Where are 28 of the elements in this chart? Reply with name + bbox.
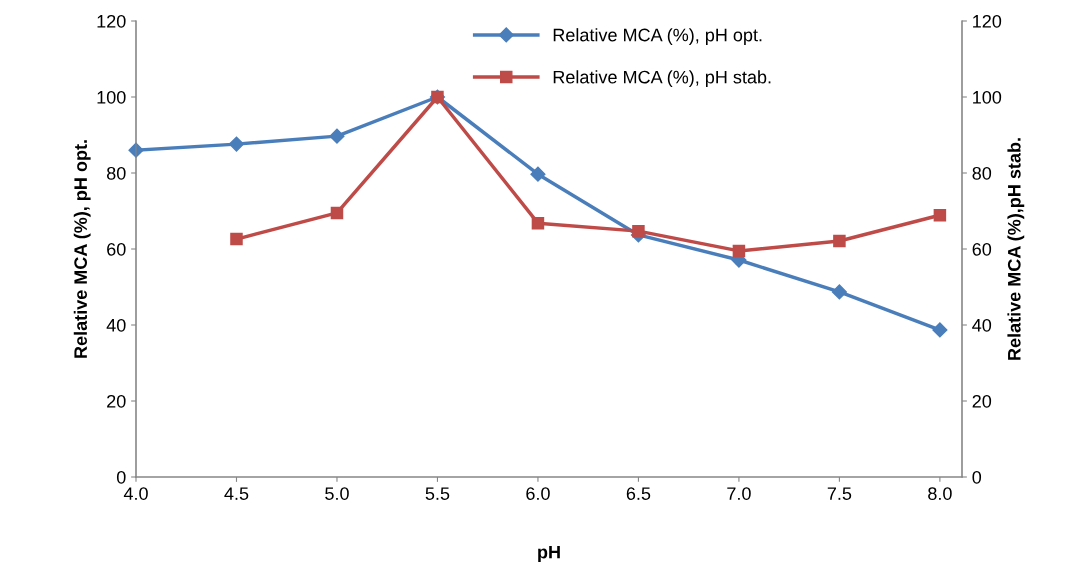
y2-tick-label: 0 [972, 470, 982, 484]
x-tick-label: 4.5 [224, 487, 249, 500]
y2-tick-label: 20 [972, 394, 992, 408]
x-tick-label: 5.5 [425, 487, 450, 500]
x-tick-label: 6.5 [626, 487, 651, 500]
y-tick-label: 120 [97, 14, 126, 28]
x-tick-label: 7.0 [727, 487, 751, 500]
x-tick-label: 6.0 [526, 487, 550, 500]
y2-tick-label: 40 [972, 318, 992, 332]
y-tick-label: 0 [116, 470, 126, 484]
legend-label: Relative MCA (%), pH stab. [553, 70, 771, 88]
legend-label: Relative MCA (%), pH opt. [553, 28, 762, 45]
y2-tick-label: 100 [973, 90, 1002, 104]
y2-tick-label: 120 [973, 14, 1002, 28]
x-tick-label: 8.0 [928, 487, 952, 500]
x-tick-label: 4.0 [123, 487, 148, 500]
x-axis-title: pH [538, 545, 560, 563]
y-tick-label: 40 [106, 318, 126, 332]
y2-tick-label: 60 [972, 242, 992, 256]
x-tick-label: 5.0 [325, 487, 349, 500]
y2-axis-title: Relative MCA (%),pH stab. [1007, 138, 1025, 360]
y-tick-label: 60 [107, 242, 126, 256]
y-axis-title: Relative MCA (%), pH opt. [73, 140, 91, 358]
x-tick-label: 7.5 [827, 487, 852, 500]
y-tick-label: 20 [107, 394, 126, 408]
y2-tick-label: 80 [972, 166, 992, 180]
y-tick-label: 80 [106, 166, 126, 180]
y-tick-label: 100 [97, 90, 126, 104]
